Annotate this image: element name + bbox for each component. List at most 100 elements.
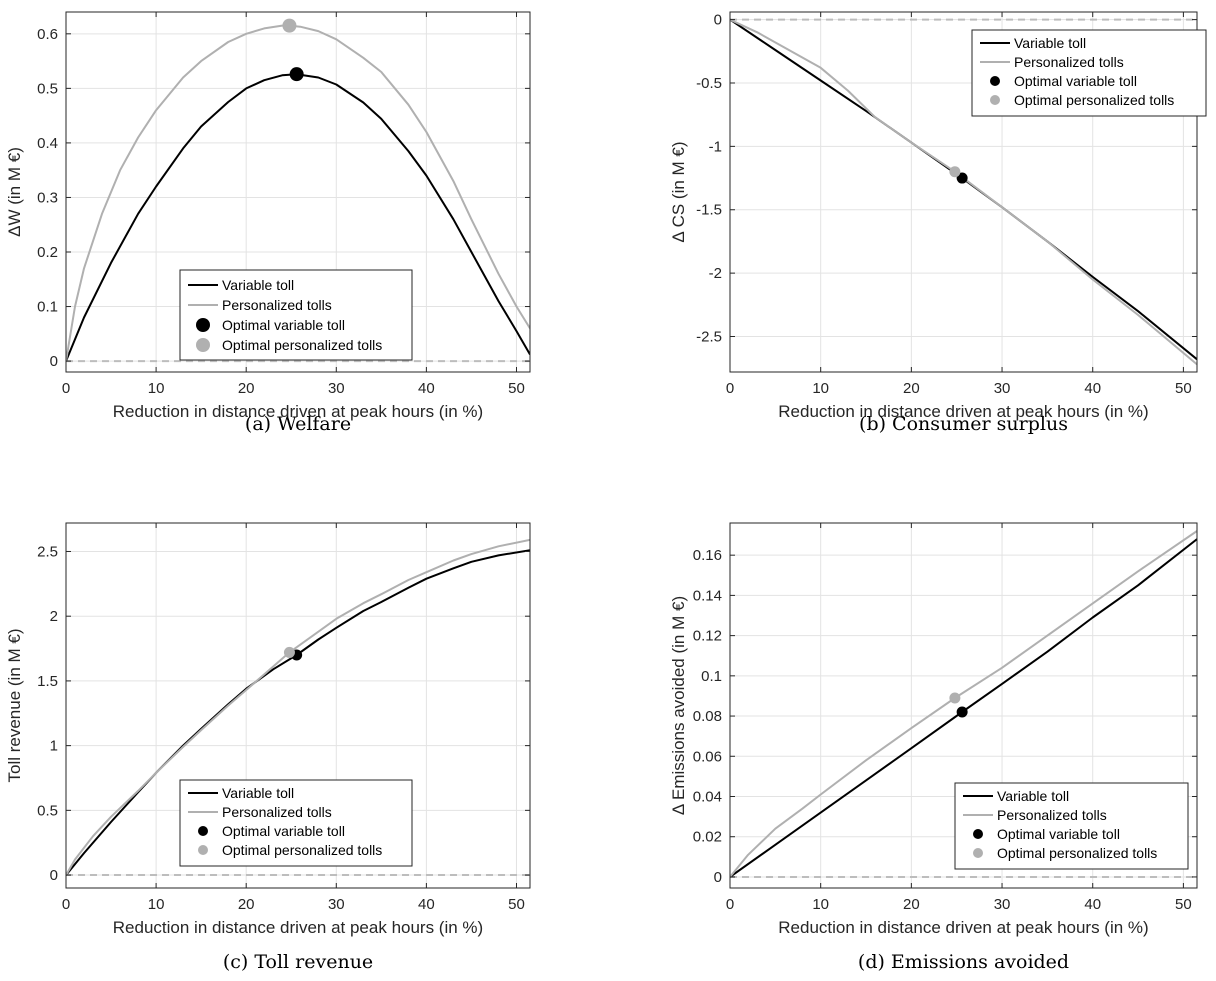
y-tick-label: 0: [714, 12, 722, 29]
x-axis-label: Reduction in distance driven at peak hou…: [113, 402, 483, 421]
legend: Variable toll Personalized tolls Optimal v…: [179, 269, 413, 361]
x-tick-label: 40: [1084, 896, 1101, 913]
y-tick-label: 0.02: [693, 829, 722, 846]
y-tick-label: 0.5: [37, 80, 58, 97]
legend-box: [179, 269, 413, 361]
x-tick-label: 50: [1175, 896, 1192, 913]
x-tick-label: 50: [508, 380, 525, 397]
y-tick-label: 0.06: [693, 748, 722, 765]
panel-2: 0 10 20 30 40 50 0 0.5 1 1.5 2 2.5 Reduction in dist…: [5, 522, 531, 973]
optimum-marker-3: [283, 646, 295, 658]
y-tick-label: -1.5: [696, 202, 722, 219]
axes-box: [65, 522, 531, 889]
y-tick-label: 0.08: [693, 708, 722, 725]
x-tick-label: 50: [1175, 380, 1192, 397]
legend-entry: Variable toll: [1014, 35, 1086, 51]
legend-entry: Personalized tolls: [222, 804, 332, 820]
optimum-marker-2: [956, 172, 968, 184]
y-tick-label: 0.12: [693, 628, 722, 645]
series-line-1: [66, 538, 530, 876]
legend-box: [954, 782, 1189, 870]
legend: Variable toll Personalized tolls Optimal v…: [179, 779, 413, 867]
legend-entry: Variable toll: [997, 788, 1069, 804]
y-tick-label: 0.16: [693, 547, 722, 564]
x-tick-label: 10: [148, 380, 165, 397]
x-tick-label: 20: [903, 896, 920, 913]
y-tick-label: 2: [50, 608, 58, 625]
x-tick-label: 30: [328, 380, 345, 397]
legend-entry: Optimal personalized tolls: [997, 845, 1157, 861]
optimum-marker-3: [282, 18, 297, 33]
x-tick-label: 50: [508, 896, 525, 913]
legend-marker-swatch: [196, 338, 210, 352]
y-tick-label: 1.5: [37, 673, 58, 690]
legend-marker-swatch: [990, 76, 1000, 86]
legend: Variable toll Personalized tolls Optimal v…: [971, 29, 1207, 117]
x-tick-label: 0: [726, 896, 734, 913]
x-tick-label: 30: [994, 896, 1011, 913]
legend-marker-swatch: [973, 848, 983, 858]
legend-entry: Optimal personalized tolls: [222, 337, 382, 353]
panel-caption: (c) Toll revenue: [223, 951, 373, 973]
x-tick-label: 40: [418, 380, 435, 397]
y-tick-label: 0: [50, 867, 58, 884]
x-tick-label: 20: [238, 380, 255, 397]
y-tick-label: 0: [714, 869, 722, 886]
x-tick-label: 20: [903, 380, 920, 397]
y-tick-label: 0.1: [701, 668, 722, 685]
x-tick-label: 10: [148, 896, 165, 913]
legend-entry: Optimal personalized tolls: [1014, 92, 1174, 108]
series-line-1: [730, 18, 1197, 366]
optimum-marker-3: [949, 692, 961, 704]
legend-entry: Optimal variable toll: [222, 317, 345, 333]
y-axis-label: ΔW (in M €): [5, 147, 24, 237]
legend-marker-swatch: [990, 95, 1000, 105]
y-tick-label: 0.5: [37, 802, 58, 819]
x-axis-label: Reduction in distance driven at peak hou…: [113, 918, 483, 937]
legend-entry: Variable toll: [222, 785, 294, 801]
panel-caption: (d) Emissions avoided: [858, 951, 1069, 973]
x-tick-label: 30: [328, 896, 345, 913]
y-tick-label: 0.1: [37, 299, 58, 316]
y-tick-label: 0: [50, 353, 58, 370]
legend-box: [971, 29, 1207, 117]
legend-marker-swatch: [196, 318, 210, 332]
y-tick-label: -2: [709, 265, 722, 282]
legend-entry: Optimal personalized tolls: [222, 842, 382, 858]
x-tick-label: 20: [238, 896, 255, 913]
y-tick-label: 1: [50, 738, 58, 755]
y-tick-label: 0.3: [37, 189, 58, 206]
axes-box: [729, 11, 1198, 373]
legend-entry: Optimal variable toll: [222, 823, 345, 839]
optimum-marker-3: [949, 166, 961, 178]
panel-3: 0 10 20 30 40 50 0 0.02 0.04 0.06 0.08 0.1 0.12 0.14 0…: [669, 522, 1198, 973]
y-tick-label: 0.4: [37, 135, 58, 152]
legend-marker-swatch: [198, 826, 208, 836]
series-line-1: [730, 530, 1197, 878]
y-tick-label: 0.14: [693, 587, 722, 604]
panel-0: 0 10 20 30 40 50 0 0.1 0.2 0.3 0.4 0.5 0.6 Reduction …: [5, 11, 531, 435]
legend-entry: Optimal variable toll: [1014, 73, 1137, 89]
x-tick-label: 30: [994, 380, 1011, 397]
y-axis-label: Δ Emissions avoided (in M €): [669, 596, 688, 815]
y-tick-label: -2.5: [696, 329, 722, 346]
axes-box: [729, 522, 1198, 889]
x-tick-label: 0: [62, 896, 70, 913]
x-axis-label: Reduction in distance driven at peak hou…: [778, 402, 1148, 421]
legend-marker-swatch: [198, 845, 208, 855]
panel-1: 0 10 20 30 40 50 0 -0.5 -1 -1.5 -2 -2.5 Reduction in…: [669, 11, 1207, 435]
x-tick-label: 40: [418, 896, 435, 913]
y-axis-label: Δ CS (in M €): [669, 141, 688, 242]
legend-entry: Personalized tolls: [1014, 54, 1124, 70]
legend: Variable toll Personalized tolls Optimal v…: [954, 782, 1189, 870]
y-tick-label: -1: [709, 138, 722, 155]
y-tick-label: 0.04: [693, 788, 722, 805]
y-tick-label: 2.5: [37, 543, 58, 560]
optimum-marker-2: [289, 67, 304, 82]
y-axis-label: Toll revenue (in M €): [5, 628, 24, 782]
x-tick-label: 0: [62, 380, 70, 397]
x-tick-label: 0: [726, 380, 734, 397]
legend-box: [179, 779, 413, 867]
legend-entry: Personalized tolls: [997, 807, 1107, 823]
